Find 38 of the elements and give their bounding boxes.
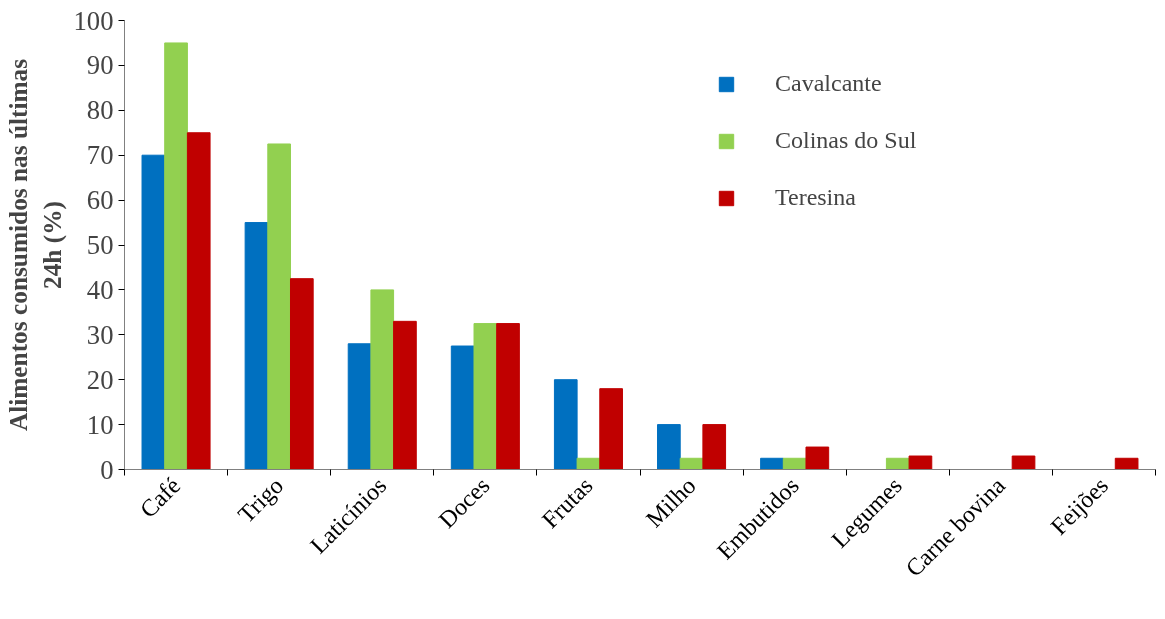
bar bbox=[141, 154, 166, 470]
bar bbox=[805, 446, 830, 470]
legend-label: Colinas do Sul bbox=[775, 127, 918, 154]
bar bbox=[496, 323, 520, 470]
bar bbox=[908, 455, 933, 470]
bar bbox=[473, 323, 498, 470]
bar bbox=[760, 457, 784, 470]
y-tick-label: 50 bbox=[86, 230, 114, 260]
y-tick-label: 90 bbox=[86, 50, 114, 81]
bar bbox=[553, 379, 578, 470]
bar bbox=[1114, 457, 1139, 470]
y-tick-label: 70 bbox=[86, 140, 114, 171]
bar bbox=[1011, 455, 1036, 470]
y-tick-label: 40 bbox=[86, 274, 114, 305]
bar bbox=[347, 343, 372, 470]
bar bbox=[450, 345, 475, 470]
bar bbox=[370, 289, 395, 470]
bar bbox=[576, 457, 601, 470]
y-tick-label: 60 bbox=[86, 185, 114, 216]
y-axis-title: Alimentos consumidos nas últimas 24h (%) bbox=[3, 58, 67, 432]
bar bbox=[267, 143, 291, 470]
bar bbox=[289, 278, 314, 470]
y-tick-label: 100 bbox=[73, 5, 114, 36]
bar bbox=[702, 424, 727, 470]
bar bbox=[244, 222, 269, 470]
legend-label: Cavalcante bbox=[775, 70, 883, 97]
y-tick-label: 10 bbox=[86, 409, 114, 440]
bar bbox=[657, 424, 681, 470]
x-tick-label: Café bbox=[134, 472, 186, 523]
y-tick-label: 80 bbox=[86, 95, 114, 126]
bar bbox=[186, 132, 211, 470]
legend-label: Teresina bbox=[775, 184, 857, 211]
bar bbox=[393, 320, 417, 470]
y-tick-label: 30 bbox=[86, 319, 114, 350]
y-tick-label: 20 bbox=[86, 364, 114, 395]
bar bbox=[599, 388, 623, 470]
y-tick-label: 0 bbox=[100, 454, 114, 485]
bar bbox=[164, 42, 188, 470]
